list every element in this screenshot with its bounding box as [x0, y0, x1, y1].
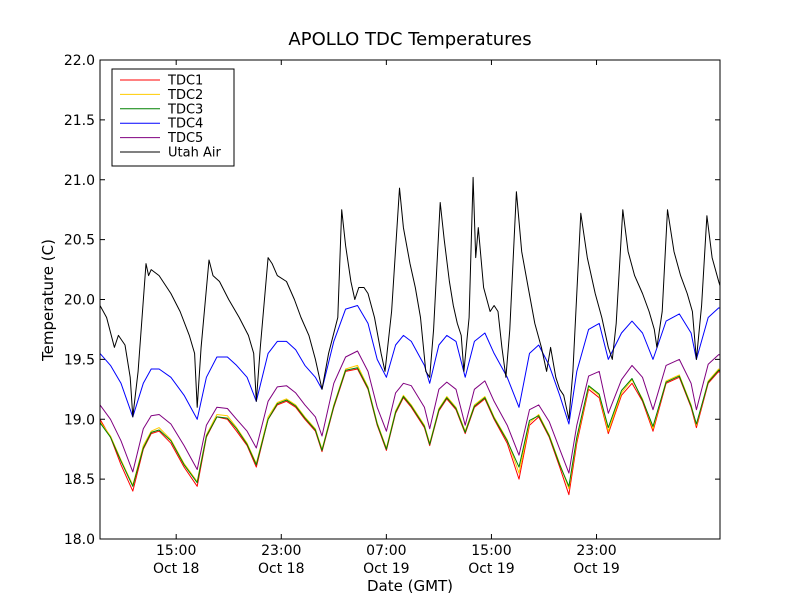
y-tick-label: 21.0: [64, 173, 95, 189]
x-tick-label-date: Oct 19: [468, 561, 514, 577]
y-tick-label: 19.5: [64, 352, 95, 368]
series-line-tdc3: [100, 367, 720, 487]
legend-label-tdc5: TDC5: [167, 131, 203, 146]
y-tick-label: 18.0: [64, 532, 95, 548]
series-line-tdc5: [100, 350, 720, 474]
y-tick-label: 19.0: [64, 412, 95, 428]
legend-label-tdc3: TDC3: [167, 102, 203, 117]
series-line-tdc4: [100, 305, 720, 425]
y-tick-label: 18.5: [64, 472, 95, 488]
y-axis-label: Temperature (C): [39, 239, 57, 362]
x-axis-label: Date (GMT): [367, 577, 453, 595]
legend-box: [111, 68, 235, 167]
x-tick-label-date: Oct 18: [153, 561, 199, 577]
chart-title: APOLLO TDC Temperatures: [288, 29, 531, 50]
series-layer: [100, 176, 720, 496]
x-tick-label-time: 07:00: [366, 543, 406, 559]
legend-label-tdc4: TDC4: [167, 117, 203, 132]
x-tick-label-time: 23:00: [576, 543, 616, 559]
legend-label-tdc1: TDC1: [167, 74, 203, 89]
axis-ticks: 18.0 18.5 19.0 19.5 20.0 20.5 21.0 21.5 22.0 15:0…: [64, 53, 720, 577]
x-tick-label-time: 23:00: [261, 543, 301, 559]
y-tick-label: 20.5: [64, 233, 95, 249]
legend-label-tdc2: TDC2: [167, 88, 203, 103]
legend-label-utah-air: Utah Air: [168, 146, 221, 161]
x-tick-label-time: 15:00: [156, 543, 196, 559]
y-tick-label: 20.0: [64, 293, 95, 309]
series-line-utah-air: [100, 176, 720, 420]
x-tick-label-time: 15:00: [471, 543, 511, 559]
series-line-tdc2: [100, 364, 720, 490]
y-tick-label: 21.5: [64, 113, 95, 129]
x-tick-label-date: Oct 18: [258, 561, 304, 577]
x-tick-label-date: Oct 19: [363, 561, 409, 577]
y-tick-label: 22.0: [64, 53, 95, 69]
x-tick-label-date: Oct 19: [573, 561, 619, 577]
